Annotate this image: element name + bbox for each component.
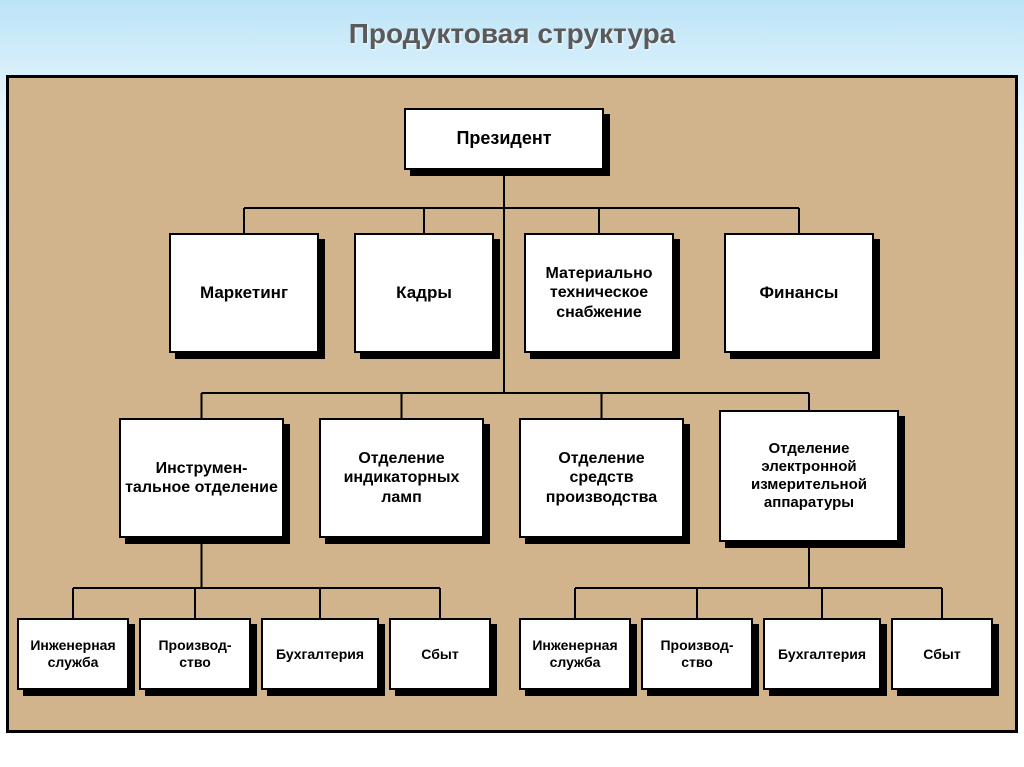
node-label-root: Президент xyxy=(404,108,604,170)
node-l3b: Отделение индикаторных ламп xyxy=(319,418,484,538)
node-label-l2d: Финансы xyxy=(724,233,874,353)
node-label-l3b: Отделение индикаторных ламп xyxy=(319,418,484,538)
node-label-l3a: Инструмен-тальное отделение xyxy=(119,418,284,538)
node-l4b1: Инженерная служба xyxy=(519,618,631,690)
node-l4a1: Инженерная служба xyxy=(17,618,129,690)
node-label-l2a: Маркетинг xyxy=(169,233,319,353)
org-chart: Президент Маркетинг КадрыМатериально техни… xyxy=(6,75,1018,733)
node-label-l4b3: Бухгалтерия xyxy=(763,618,881,690)
node-l3c: Отделение средств производства xyxy=(519,418,684,538)
node-l4b4: Сбыт xyxy=(891,618,993,690)
node-label-l4b1: Инженерная служба xyxy=(519,618,631,690)
node-l2a: Маркетинг xyxy=(169,233,319,353)
node-l2d: Финансы xyxy=(724,233,874,353)
node-l4b3: Бухгалтерия xyxy=(763,618,881,690)
node-label-l4a3: Бухгалтерия xyxy=(261,618,379,690)
node-label-l4b4: Сбыт xyxy=(891,618,993,690)
node-label-l3c: Отделение средств производства xyxy=(519,418,684,538)
node-l3a: Инструмен-тальное отделение xyxy=(119,418,284,538)
node-label-l4a2: Производ-ство xyxy=(139,618,251,690)
page-title: Продуктовая структура xyxy=(0,0,1024,50)
node-label-l2b: Кадры xyxy=(354,233,494,353)
node-l4a2: Производ-ство xyxy=(139,618,251,690)
node-l3d: Отделение электронной измерительной аппа… xyxy=(719,410,899,542)
node-l4a3: Бухгалтерия xyxy=(261,618,379,690)
node-root: Президент xyxy=(404,108,604,170)
node-label-l3d: Отделение электронной измерительной аппа… xyxy=(719,410,899,542)
node-l4a4: Сбыт xyxy=(389,618,491,690)
node-label-l2c: Материально техническое снабжение xyxy=(524,233,674,353)
node-l2c: Материально техническое снабжение xyxy=(524,233,674,353)
node-label-l4a1: Инженерная служба xyxy=(17,618,129,690)
node-label-l4a4: Сбыт xyxy=(389,618,491,690)
node-label-l4b2: Производ-ство xyxy=(641,618,753,690)
node-l4b2: Производ-ство xyxy=(641,618,753,690)
node-l2b: Кадры xyxy=(354,233,494,353)
